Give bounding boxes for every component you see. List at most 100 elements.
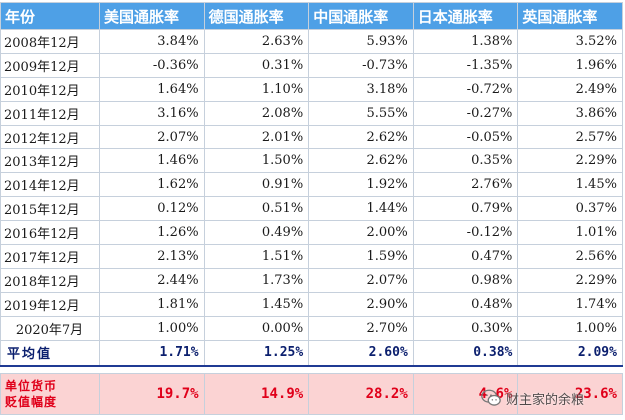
value-cell-jp: 0.79% bbox=[412, 196, 519, 222]
value-cell-de: 0.49% bbox=[203, 220, 310, 246]
value-cell-uk: 2.57% bbox=[517, 124, 623, 150]
value-cell-de: 1.73% bbox=[203, 267, 310, 293]
devaluation-label-line2: 贬值幅度 bbox=[5, 394, 58, 409]
value-cell-jp: 2.76% bbox=[412, 172, 519, 198]
value-cell-us: 3.84% bbox=[99, 29, 205, 54]
value-cell-uk: 1.74% bbox=[517, 291, 623, 317]
table-row: 2018年12月 2.44% 1.73% 2.07% 0.98% 2.29% bbox=[0, 267, 623, 293]
value-cell-us: 1.62% bbox=[99, 172, 205, 198]
value-cell-cn: 2.62% bbox=[308, 148, 414, 174]
value-cell-uk: 2.29% bbox=[517, 267, 623, 293]
devaluation-row: 单位货币 贬值幅度 19.7% 14.9% 28.2% 4.6% 23.6% bbox=[0, 372, 623, 415]
table-row: 2014年12月 1.62% 0.91% 1.92% 2.76% 1.45% bbox=[0, 172, 623, 198]
value-cell-uk: 3.86% bbox=[517, 100, 623, 126]
devaluation-cell-cn: 28.2% bbox=[308, 372, 414, 415]
value-cell-uk: 1.45% bbox=[517, 172, 623, 198]
value-cell-jp: 0.47% bbox=[412, 244, 519, 269]
value-cell-cn: 1.92% bbox=[308, 172, 414, 198]
value-cell-us: 1.46% bbox=[99, 148, 205, 174]
value-cell-jp: 0.98% bbox=[412, 267, 519, 293]
value-cell-cn: 2.62% bbox=[308, 124, 414, 150]
devaluation-label: 单位货币 贬值幅度 bbox=[0, 372, 100, 415]
value-cell-jp: 0.35% bbox=[412, 148, 519, 174]
devaluation-cell-de: 14.9% bbox=[203, 372, 310, 415]
value-cell-jp: 1.38% bbox=[412, 29, 519, 54]
table-row: 2019年12月 1.81% 1.45% 2.90% 0.48% 1.74% bbox=[0, 291, 623, 317]
year-cell: 2009年12月 bbox=[0, 52, 100, 78]
value-cell-uk: 0.37% bbox=[517, 196, 623, 222]
value-cell-uk: 2.49% bbox=[517, 76, 623, 102]
header-cell-year: 年份 bbox=[0, 2, 100, 30]
devaluation-label-line1: 单位货币 bbox=[5, 378, 58, 393]
value-cell-cn: 1.44% bbox=[308, 196, 414, 222]
year-cell: 2016年12月 bbox=[0, 220, 100, 246]
year-cell: 2018年12月 bbox=[0, 267, 100, 293]
year-cell: 2017年12月 bbox=[0, 244, 100, 269]
value-cell-us: 1.64% bbox=[99, 76, 205, 102]
value-cell-us: 1.00% bbox=[99, 315, 205, 341]
value-cell-de: 0.31% bbox=[203, 52, 310, 78]
devaluation-cell-jp: 4.6% bbox=[412, 372, 519, 415]
value-cell-jp: -0.12% bbox=[412, 220, 519, 246]
table-row: 2015年12月 0.12% 0.51% 1.44% 0.79% 0.37% bbox=[0, 196, 623, 222]
value-cell-cn: 3.18% bbox=[308, 76, 414, 102]
value-cell-uk: 1.96% bbox=[517, 52, 623, 78]
average-cell-cn: 2.60% bbox=[308, 339, 414, 367]
value-cell-de: 1.51% bbox=[203, 244, 310, 269]
value-cell-us: 2.13% bbox=[99, 244, 205, 269]
devaluation-cell-uk: 23.6% bbox=[517, 372, 623, 415]
value-cell-de: 2.63% bbox=[203, 29, 310, 54]
average-label: 平均值 bbox=[0, 339, 100, 367]
value-cell-jp: -1.35% bbox=[412, 52, 519, 78]
value-cell-de: 1.10% bbox=[203, 76, 310, 102]
value-cell-cn: 2.07% bbox=[308, 267, 414, 293]
value-cell-cn: 1.59% bbox=[308, 244, 414, 269]
value-cell-cn: 5.93% bbox=[308, 29, 414, 54]
header-cell-cn: 中国通胀率 bbox=[308, 2, 414, 30]
value-cell-de: 0.51% bbox=[203, 196, 310, 222]
table-row: 2010年12月 1.64% 1.10% 3.18% -0.72% 2.49% bbox=[0, 76, 623, 102]
value-cell-de: 0.91% bbox=[203, 172, 310, 198]
value-cell-de: 1.50% bbox=[203, 148, 310, 174]
year-cell: 2011年12月 bbox=[0, 100, 100, 126]
table-row: 2011年12月 3.16% 2.08% 5.55% -0.27% 3.86% bbox=[0, 100, 623, 126]
value-cell-uk: 1.00% bbox=[517, 315, 623, 341]
table-row: 2012年12月 2.07% 2.01% 2.62% -0.05% 2.57% bbox=[0, 124, 623, 150]
table-row: 2017年12月 2.13% 1.51% 1.59% 0.47% 2.56% bbox=[0, 244, 623, 269]
table-row: 2016年12月 1.26% 0.49% 2.00% -0.12% 1.01% bbox=[0, 220, 623, 246]
value-cell-cn: 2.90% bbox=[308, 291, 414, 317]
value-cell-de: 2.01% bbox=[203, 124, 310, 150]
value-cell-cn: 5.55% bbox=[308, 100, 414, 126]
spacer-row bbox=[0, 365, 623, 374]
value-cell-cn: 2.00% bbox=[308, 220, 414, 246]
value-cell-us: 0.12% bbox=[99, 196, 205, 222]
value-cell-uk: 1.01% bbox=[517, 220, 623, 246]
table-row: 2009年12月 -0.36% 0.31% -0.73% -1.35% 1.96% bbox=[0, 52, 623, 78]
header-row: 年份 美国通胀率 德国通胀率 中国通胀率 日本通胀率 英国通胀率 bbox=[0, 2, 623, 30]
value-cell-jp: 0.48% bbox=[412, 291, 519, 317]
table-row: 2020年7月 1.00% 0.00% 2.70% 0.30% 1.00% bbox=[0, 315, 623, 341]
year-cell: 2013年12月 bbox=[0, 148, 100, 174]
table-row: 2008年12月 3.84% 2.63% 5.93% 1.38% 3.52% bbox=[0, 29, 623, 54]
value-cell-us: 1.26% bbox=[99, 220, 205, 246]
value-cell-de: 0.00% bbox=[203, 315, 310, 341]
header-cell-uk: 英国通胀率 bbox=[517, 2, 623, 30]
header-cell-jp: 日本通胀率 bbox=[412, 2, 519, 30]
average-cell-jp: 0.38% bbox=[412, 339, 519, 367]
value-cell-jp: -0.05% bbox=[412, 124, 519, 150]
table-row: 2013年12月 1.46% 1.50% 2.62% 0.35% 2.29% bbox=[0, 148, 623, 174]
value-cell-cn: -0.73% bbox=[308, 52, 414, 78]
header-cell-de: 德国通胀率 bbox=[203, 2, 310, 30]
year-cell: 2019年12月 bbox=[0, 291, 100, 317]
value-cell-jp: -0.72% bbox=[412, 76, 519, 102]
value-cell-jp: 0.30% bbox=[412, 315, 519, 341]
value-cell-jp: -0.27% bbox=[412, 100, 519, 126]
value-cell-de: 2.08% bbox=[203, 100, 310, 126]
value-cell-uk: 2.56% bbox=[517, 244, 623, 269]
average-cell-uk: 2.09% bbox=[517, 339, 623, 367]
year-cell: 2015年12月 bbox=[0, 196, 100, 222]
year-cell: 2014年12月 bbox=[0, 172, 100, 198]
value-cell-us: 2.44% bbox=[99, 267, 205, 293]
year-cell: 2010年12月 bbox=[0, 76, 100, 102]
